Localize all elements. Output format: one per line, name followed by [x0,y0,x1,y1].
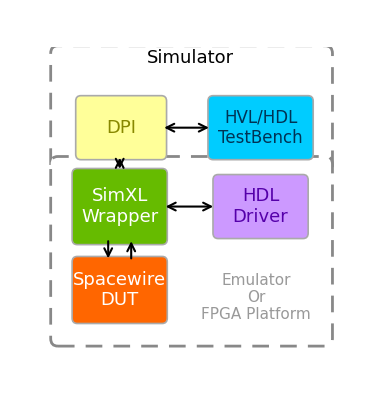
Text: Simulator: Simulator [147,49,234,67]
FancyBboxPatch shape [213,175,308,238]
FancyBboxPatch shape [76,96,167,160]
Text: HDL
Driver: HDL Driver [233,187,289,226]
FancyBboxPatch shape [72,169,167,245]
Text: HVL/HDL
TestBench: HVL/HDL TestBench [218,108,303,147]
FancyBboxPatch shape [208,96,313,160]
Text: Emulator
Or
FPGA Platform: Emulator Or FPGA Platform [201,273,311,322]
Text: Spacewire
DUT: Spacewire DUT [73,271,166,309]
FancyBboxPatch shape [72,256,167,323]
Text: SimXL
Wrapper: SimXL Wrapper [81,187,158,226]
FancyBboxPatch shape [51,156,332,346]
FancyBboxPatch shape [51,46,332,173]
Text: DPI: DPI [106,119,136,137]
